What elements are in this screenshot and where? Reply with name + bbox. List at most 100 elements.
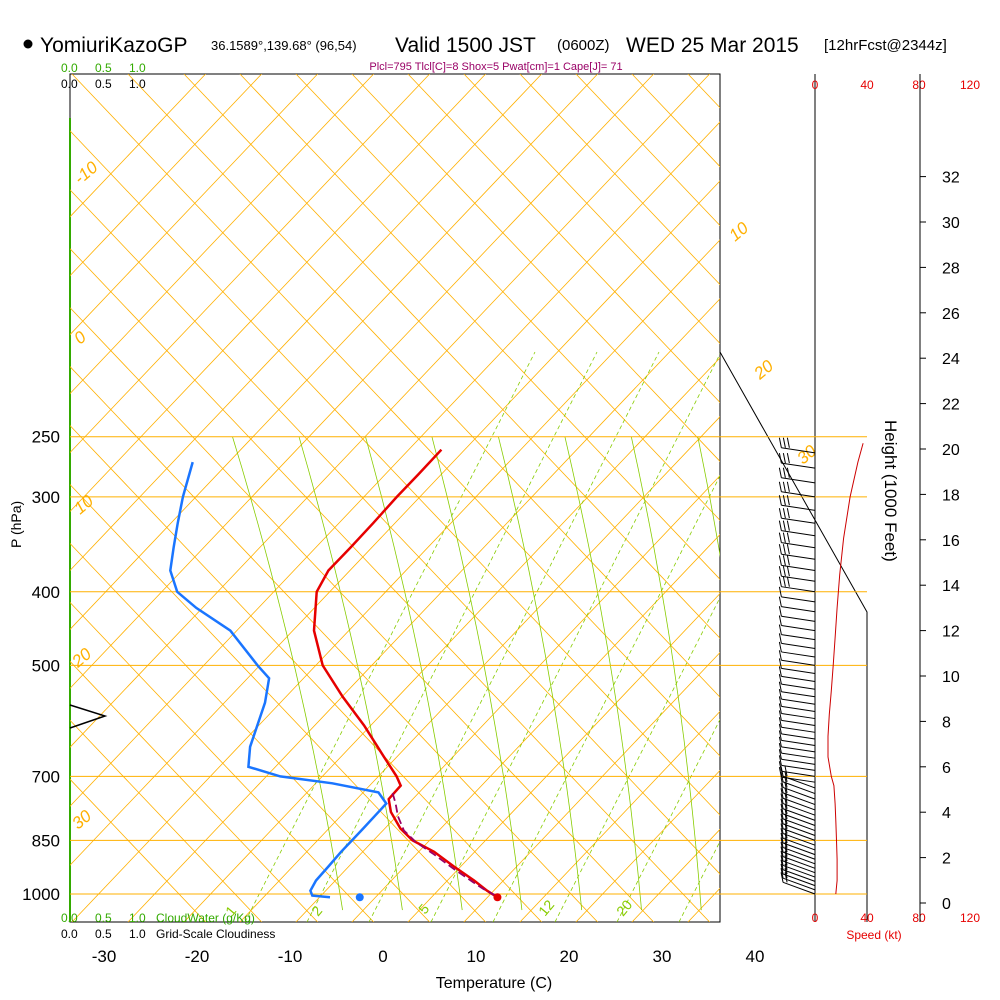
wind-barb-flag: [782, 508, 786, 519]
wind-barb: [781, 634, 816, 641]
wind-barb: [782, 786, 816, 800]
dry-adiabat-line: [968, 74, 1000, 922]
wind-barb-flag: [780, 813, 784, 824]
height-tick-label: 12: [942, 624, 960, 641]
dry-adiabat-line: [70, 74, 710, 748]
valid-date: WED 25 Mar 2015: [626, 34, 799, 57]
dry-adiabat-label: 20: [750, 356, 778, 384]
wind-barb-flag: [780, 837, 784, 848]
temperature-tick-label: -30: [92, 947, 117, 966]
wind-barb-flag: [778, 658, 782, 669]
wind-barb: [781, 564, 816, 571]
temperature-tick-label: 0: [378, 947, 387, 966]
dry-adiabat-line: [70, 74, 486, 513]
moist-adiabat-line: [298, 436, 403, 911]
dry-adiabat-line: [70, 601, 374, 922]
pressure-tick-label: 500: [32, 656, 60, 675]
wind-barb: [781, 504, 816, 511]
wind-barb-flag: [784, 872, 788, 883]
sounding-curves: [169, 448, 502, 902]
wind-barb-flag: [780, 803, 784, 814]
wind-barb-flag: [782, 566, 786, 577]
height-tick-label: 30: [942, 215, 960, 232]
moist-adiabat-line: [431, 436, 523, 911]
wind-barb-flag: [782, 467, 786, 478]
dewpoint-curve: [169, 461, 388, 899]
wind-barb-flag: [778, 650, 782, 661]
dry-adiabat-line: [295, 475, 720, 922]
pressure-ticks: 250 300 400 500 700 850 1000: [22, 428, 60, 904]
wind-barb-flag: [778, 743, 782, 754]
pressure-tick-label: 700: [32, 767, 60, 786]
wind-barb: [781, 517, 816, 524]
dry-adiabat-label: 10: [70, 491, 97, 518]
wind-barb-flag: [778, 674, 782, 685]
wind-barb-flag: [784, 798, 788, 809]
wind-barb-flag: [784, 808, 788, 819]
wind-barb-flag: [778, 696, 782, 707]
parcel-curve: [391, 792, 497, 897]
dry-adiabat-line: [351, 534, 720, 922]
station-bullet-icon: [23, 39, 33, 49]
wind-barb: [781, 447, 816, 454]
moist-adiabat-line: [697, 436, 720, 558]
dry-adiabat-label: -10: [70, 157, 101, 188]
wind-barb-flag: [778, 544, 782, 555]
height-axis-label: Height (1000 Feet): [881, 420, 900, 562]
speed-tick: 80: [912, 78, 926, 92]
wind-barb-flag: [778, 749, 782, 760]
wind-barb: [782, 873, 816, 887]
dry-adiabat-line: [351, 74, 720, 462]
dry-adiabat-line: [70, 483, 486, 922]
wind-barb: [781, 776, 816, 783]
cloud-water-tick: 0.0: [61, 61, 78, 75]
wind-barb-flag: [778, 576, 782, 587]
wind-barb-flag: [786, 508, 790, 519]
dry-adiabat-line: [407, 74, 720, 404]
wind-barb: [782, 818, 816, 832]
speed-tick: 0: [812, 78, 819, 92]
wind-barb: [781, 726, 816, 733]
wind-barb: [782, 842, 816, 856]
dry-adiabat-line: [407, 592, 720, 922]
temperature-tick-label: 40: [746, 947, 765, 966]
wind-barb: [782, 856, 816, 869]
temperature-tick-label: 10: [467, 947, 486, 966]
moist-adiabat-line: [365, 436, 463, 911]
wind-barb-flag: [780, 793, 784, 804]
dry-adiabats: [70, 74, 1000, 922]
dry-adiabat-line: [575, 74, 720, 227]
dry-adiabat-line: [70, 74, 598, 630]
wind-barb-flag: [784, 782, 788, 794]
wind-barb-flag: [782, 495, 786, 506]
wind-barb: [781, 596, 816, 603]
cloud-water-tick: 0.0: [61, 911, 78, 925]
wind-barb-flag: [780, 859, 784, 870]
height-tick-label: 8: [942, 714, 951, 731]
wind-barb-flag: [786, 555, 790, 566]
wind-barb-flag: [778, 437, 782, 448]
wind-barb-flag: [782, 532, 786, 543]
dry-adiabat-line: [70, 660, 318, 922]
wind-barb-flag: [786, 576, 790, 587]
wind-barb: [781, 642, 816, 649]
height-tick-label: 2: [942, 851, 951, 868]
wind-barb: [781, 477, 816, 484]
cloud-water-tick: 0.5: [95, 911, 112, 925]
wind-barb-flag: [786, 532, 790, 543]
wind-barb: [781, 675, 816, 682]
dry-adiabat-line: [519, 74, 720, 286]
wind-barb: [782, 847, 816, 860]
wind-speed-profile: [827, 443, 864, 895]
wind-barb-flag: [778, 761, 782, 772]
wind-barb: [781, 667, 816, 675]
temperature-ticks: -30 -20 -10 0 10 20 30 40: [92, 947, 765, 966]
wind-barb: [781, 491, 816, 498]
wind-barb: [781, 530, 816, 537]
height-tick-label: 6: [942, 760, 951, 777]
height-tick-label: 4: [942, 805, 951, 822]
wind-barb: [781, 625, 816, 632]
pressure-axis-label: P (hPa): [8, 501, 24, 548]
wind-barb: [781, 739, 816, 746]
